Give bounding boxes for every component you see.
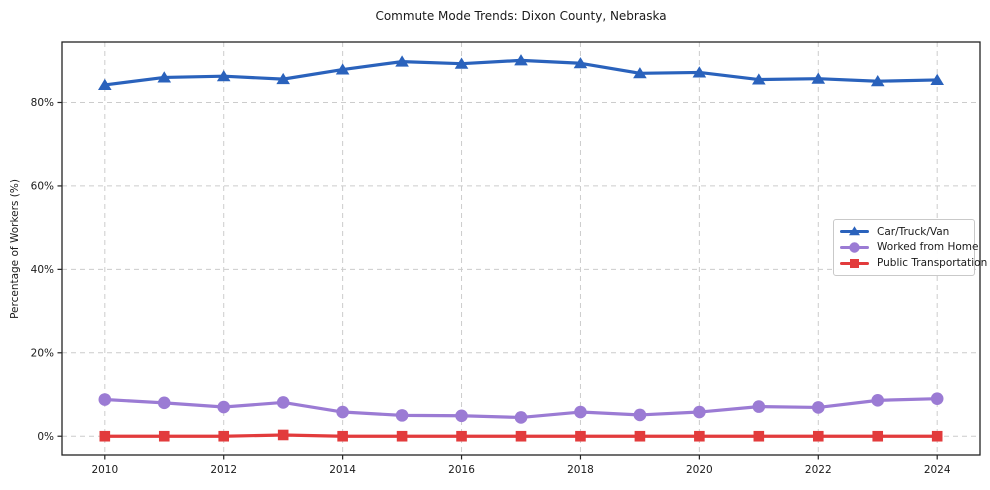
legend-item-worked-from-home: Worked from Home: [840, 241, 978, 254]
svg-text:40%: 40%: [31, 264, 54, 276]
legend-item-public-transportation: Public Transportation: [840, 257, 987, 270]
svg-text:2010: 2010: [91, 464, 118, 476]
legend-line-circle-icon: [840, 242, 869, 253]
legend-line-square-icon: [840, 258, 869, 268]
legend-label: Worked from Home: [877, 241, 979, 254]
svg-text:2022: 2022: [805, 464, 832, 476]
legend-line-triangle-icon: [840, 226, 869, 236]
svg-text:2012: 2012: [210, 464, 237, 476]
svg-text:2024: 2024: [924, 464, 951, 476]
x-axis-ticks: [104, 455, 938, 460]
svg-text:2020: 2020: [686, 464, 713, 476]
series-car-truck-van: [98, 54, 944, 90]
svg-text:2014: 2014: [329, 464, 356, 476]
chart-title: Commute Mode Trends: Dixon County, Nebra…: [375, 9, 667, 23]
y-tick-labels: 0% 20% 40% 60% 80%: [31, 97, 54, 443]
svg-text:0%: 0%: [37, 431, 54, 443]
legend: Car/Truck/Van Worked from Home Public Tr…: [833, 219, 987, 276]
legend-label: Car/Truck/Van: [877, 225, 950, 238]
legend-label: Public Transportation: [877, 256, 988, 269]
svg-text:2016: 2016: [448, 464, 475, 476]
svg-text:80%: 80%: [31, 97, 54, 109]
series-public-transportation: [99, 429, 943, 442]
legend-item-car-truck-van: Car/Truck/Van: [840, 225, 967, 238]
svg-text:20%: 20%: [31, 347, 54, 359]
y-axis-ticks: [57, 101, 62, 437]
x-tick-labels: 2010 2012 2014 2016 2018 2020 2022 2024: [91, 464, 950, 476]
svg-text:2018: 2018: [567, 464, 594, 476]
series-worked-from-home: [98, 392, 944, 424]
svg-text:60%: 60%: [31, 181, 54, 193]
plot-frame: [61, 41, 981, 456]
